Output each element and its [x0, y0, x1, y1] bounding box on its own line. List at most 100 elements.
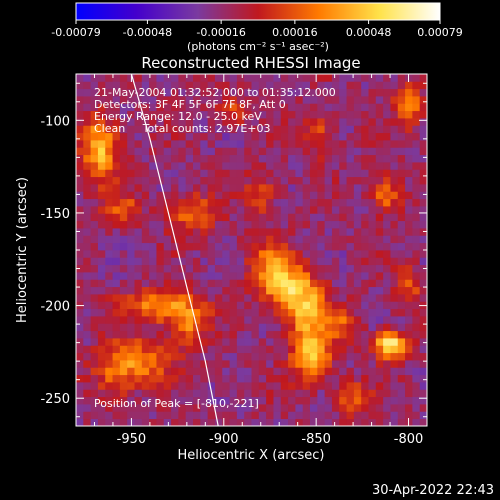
heatmap-cell [310, 147, 318, 156]
heatmap-cell [258, 242, 267, 251]
heatmap-cell [171, 257, 179, 266]
heatmap-cell [244, 396, 252, 405]
heatmap-cell [83, 140, 92, 148]
heatmap-cell [397, 110, 406, 119]
heatmap-cell [353, 154, 362, 163]
heatmap-cell [229, 198, 238, 207]
heatmap-cell [361, 235, 369, 244]
heatmap-cell [383, 418, 391, 426]
heatmap-cell [412, 257, 421, 266]
heatmap-cell [229, 250, 238, 258]
heatmap-cell [171, 147, 179, 156]
heatmap-cell [112, 206, 121, 214]
heatmap-cell [346, 360, 355, 368]
heatmap-cell [353, 374, 362, 383]
heatmap-cell [331, 242, 340, 251]
heatmap-cell [236, 81, 245, 90]
heatmap-cell [390, 316, 399, 324]
heatmap-cell [163, 81, 172, 90]
heatmap-cell [200, 162, 209, 170]
heatmap-cell [178, 418, 187, 426]
heatmap-cell [229, 228, 238, 236]
heatmap-cell [273, 323, 282, 332]
heatmap-cell [178, 110, 187, 119]
heatmap-cell [405, 411, 413, 420]
heatmap-cell [141, 110, 150, 119]
heatmap-cell [375, 411, 384, 420]
heatmap-cell [361, 330, 369, 339]
heatmap-cell [149, 264, 157, 273]
heatmap-cell [207, 330, 216, 339]
heatmap-cell [149, 228, 157, 236]
heatmap-cell [266, 316, 274, 324]
heatmap-cell [266, 389, 274, 398]
heatmap-cell [346, 169, 355, 178]
heatmap-cell [361, 206, 369, 214]
heatmap-cell [251, 301, 260, 310]
heatmap-cell [236, 176, 245, 185]
heatmap-cell [214, 162, 223, 170]
heatmap-cell [383, 301, 391, 310]
heatmap-cell [105, 191, 113, 200]
heatmap-cell [178, 74, 187, 82]
heatmap-cell [105, 323, 113, 332]
heatmap-cell [83, 396, 92, 405]
heatmap-cell [236, 206, 245, 214]
heatmap-cell [310, 191, 318, 200]
heatmap-cell [251, 118, 260, 126]
heatmap-cell [390, 389, 399, 398]
heatmap-cell [412, 308, 421, 317]
heatmap-cell [134, 242, 143, 251]
heatmap-cell [90, 279, 99, 288]
heatmap-cell [214, 316, 223, 324]
heatmap-cell [149, 272, 157, 280]
x-tick-labels: -950 -900 -850 -800 [117, 432, 424, 447]
heatmap-cell [412, 118, 421, 126]
heatmap-cell [353, 213, 362, 222]
heatmap-cell [112, 389, 121, 398]
heatmap-cell [346, 308, 355, 317]
heatmap-cell [339, 411, 347, 420]
heatmap-cell [222, 250, 230, 258]
heatmap-cell [244, 184, 252, 192]
heatmap-cell [288, 118, 296, 126]
heatmap-cell [207, 140, 216, 148]
heatmap-cell [156, 272, 165, 280]
heatmap-cell [361, 169, 369, 178]
heatmap-cell [178, 103, 187, 112]
heatmap-cell [280, 411, 289, 420]
heatmap-cell [193, 396, 201, 405]
heatmap-cell [419, 257, 427, 266]
heatmap-cell [375, 162, 384, 170]
heatmap-cell [353, 323, 362, 332]
heatmap-cell [236, 418, 245, 426]
heatmap-cell [310, 118, 318, 126]
heatmap-cell [244, 235, 252, 244]
heatmap-cell [141, 301, 150, 310]
heatmap-cell [244, 316, 252, 324]
heatmap-cell [346, 74, 355, 82]
heatmap-cell [149, 198, 157, 207]
heatmap-cell [207, 213, 216, 222]
heatmap-cell [200, 147, 209, 156]
heatmap-cell [229, 125, 238, 134]
heatmap-cell [310, 382, 318, 390]
heatmap-cell [83, 162, 92, 170]
heatmap-cell [324, 418, 333, 426]
heatmap-cell [83, 191, 92, 200]
heatmap-cell [412, 301, 421, 310]
heatmap-cell [258, 110, 267, 119]
heatmap-cell [134, 257, 143, 266]
heatmap-cell [310, 308, 318, 317]
heatmap-cell [141, 272, 150, 280]
heatmap-cell [193, 176, 201, 185]
heatmap-cell [390, 404, 399, 412]
heatmap-cell [171, 132, 179, 141]
heatmap-cell [353, 294, 362, 302]
heatmap-cell [105, 242, 113, 251]
heatmap-cell [258, 411, 267, 420]
heatmap-cell [149, 206, 157, 214]
heatmap-cell [214, 235, 223, 244]
heatmap-cell [412, 345, 421, 354]
heatmap-cell [390, 154, 399, 163]
